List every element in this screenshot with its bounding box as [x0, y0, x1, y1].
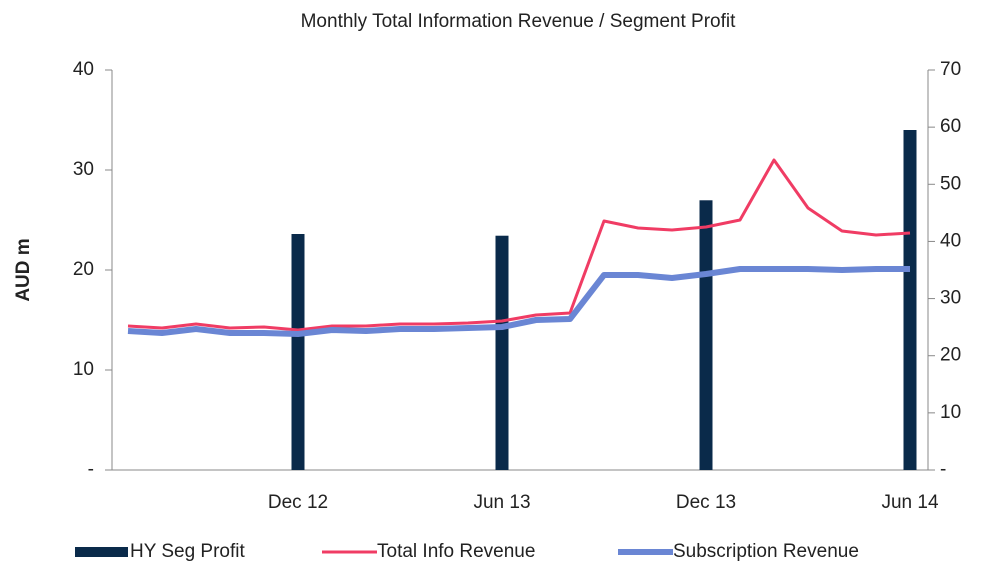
chart-title: Monthly Total Information Revenue / Segm… [301, 11, 736, 32]
y2-tick-label: 20 [940, 345, 961, 366]
y-tick-label: - [88, 459, 94, 480]
y-tick-label: 40 [73, 59, 94, 80]
y2-tick-label: - [940, 459, 946, 480]
line [127, 158, 911, 332]
bar [903, 130, 917, 470]
y2-tick-label: 40 [940, 230, 961, 251]
y2-tick-label: 70 [940, 59, 961, 80]
y2-tick-label: 30 [940, 288, 961, 309]
bar [291, 234, 305, 470]
legend-swatch [75, 547, 128, 557]
x-tick-label: Dec 12 [268, 492, 328, 513]
bar [699, 200, 713, 471]
legend-label: HY Seg Profit [130, 541, 245, 562]
x-tick-label: Dec 13 [676, 492, 736, 513]
legend-label: Total Info Revenue [377, 541, 535, 562]
y-axis-label: AUD m [13, 238, 34, 301]
line [127, 266, 910, 337]
y2-tick-label: 10 [940, 402, 961, 423]
y-tick-label: 10 [73, 359, 94, 380]
y2-tick-label: 60 [940, 116, 961, 137]
y2-tick-label: 50 [940, 173, 961, 194]
legend-label: Subscription Revenue [673, 541, 859, 562]
bar [495, 235, 509, 470]
x-tick-label: Jun 13 [473, 492, 530, 513]
y-tick-label: 20 [73, 259, 94, 280]
x-tick-label: Jun 14 [881, 492, 938, 513]
y-tick-label: 30 [73, 159, 94, 180]
